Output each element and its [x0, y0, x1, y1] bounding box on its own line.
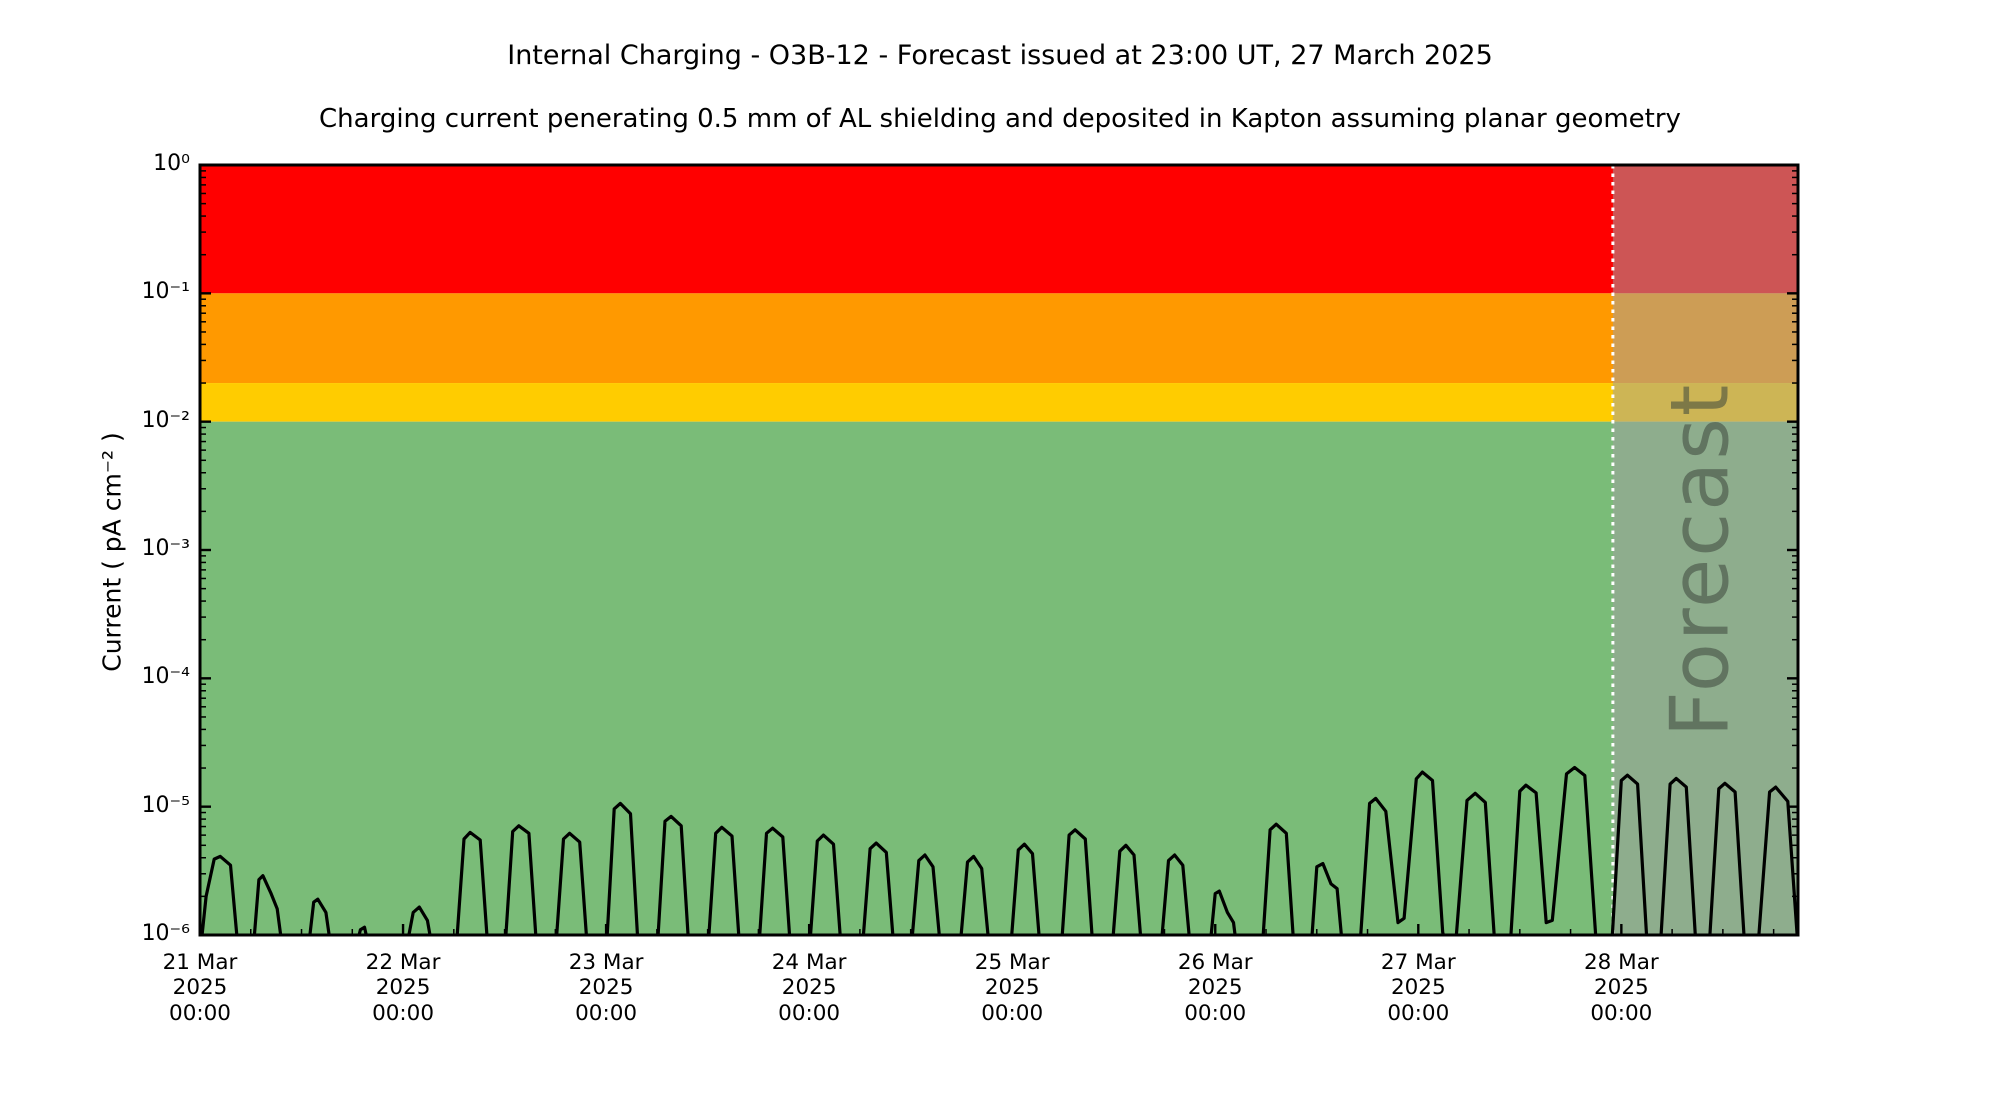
y-tick-label: 10⁻¹: [141, 279, 190, 305]
x-tick-label: 23 Mar 2025 00:00: [568, 950, 644, 1026]
band-yellow: [200, 383, 1798, 422]
y-tick-label: 10⁻⁶: [141, 921, 190, 946]
figure-subtitle: Charging current penerating 0.5 mm of AL…: [319, 104, 1681, 134]
y-tick-label: 10⁻²: [141, 407, 190, 433]
plot-frame: [198, 163, 1800, 937]
band-red: [200, 165, 1798, 294]
data-line-charging-current: [200, 765, 1798, 935]
x-tick-label: 26 Mar 2025 00:00: [1177, 950, 1253, 1026]
x-tick-label: 21 Mar 2025 00:00: [162, 950, 238, 1026]
y-tick-label: 10⁻³: [141, 536, 190, 561]
y-tick-label: 10⁰: [153, 151, 190, 176]
x-tick-label: 28 Mar 2025 00:00: [1583, 950, 1659, 1026]
forecast-watermark: Forecast: [1653, 382, 1747, 738]
figure-title: Internal Charging - O3B-12 - Forecast is…: [507, 40, 1493, 71]
y-tick-label: 10⁻⁵: [141, 792, 190, 818]
band-orange: [200, 293, 1798, 384]
x-tick-label: 25 Mar 2025 00:00: [974, 950, 1050, 1026]
x-tick-label: 27 Mar 2025 00:00: [1380, 950, 1456, 1026]
band-green: [200, 421, 1798, 936]
x-tick-label: 24 Mar 2025 00:00: [771, 950, 847, 1026]
y-tick-label: 10⁻⁴: [141, 664, 190, 690]
x-tick-label: 22 Mar 2025 00:00: [365, 950, 441, 1026]
